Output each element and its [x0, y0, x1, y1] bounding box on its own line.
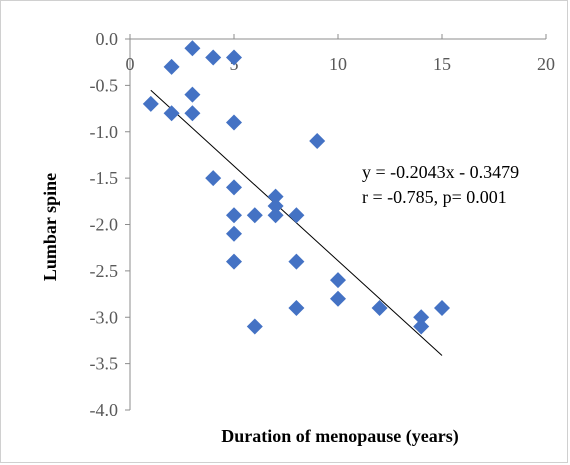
- x-tick-labels: 05101520: [126, 54, 556, 74]
- data-point: [288, 299, 305, 316]
- data-point: [205, 170, 222, 187]
- x-axis-title: Duration of menopause (years): [221, 426, 458, 447]
- data-point: [226, 179, 242, 196]
- data-point: [246, 207, 263, 224]
- data-point: [246, 318, 263, 335]
- data-point: [330, 272, 346, 289]
- data-point: [371, 299, 388, 316]
- data-point: [330, 290, 346, 307]
- data-point: [226, 49, 242, 66]
- y-tick-label: -3.5: [90, 354, 119, 374]
- data-point: [434, 299, 450, 316]
- y-tick-label: -2.0: [90, 215, 119, 235]
- data-point: [184, 86, 201, 103]
- data-point: [226, 114, 242, 131]
- data-point: [267, 188, 284, 205]
- y-tick-label: -0.5: [90, 75, 119, 95]
- y-tick-label: -3.0: [90, 307, 119, 327]
- y-tick-labels: 0.0 -0.5 -1.0 -1.5 -2.0 -2.5 -3.0 -3.5 -4.0: [90, 29, 119, 420]
- x-tick-label: 15: [433, 54, 451, 74]
- data-point: [288, 253, 305, 270]
- y-ticks: [125, 38, 130, 411]
- data-points: [142, 40, 450, 335]
- y-tick-label: 0.0: [96, 29, 119, 49]
- data-point: [267, 207, 284, 224]
- data-point: [142, 95, 159, 112]
- data-point: [267, 197, 284, 214]
- x-tick-label: 20: [537, 54, 555, 74]
- data-point: [184, 40, 201, 57]
- data-point: [226, 207, 242, 224]
- y-tick-label: -1.0: [90, 122, 119, 142]
- y-axis-title: Lumbar spine: [40, 173, 60, 281]
- data-point: [226, 225, 242, 242]
- y-tick-label: -1.5: [90, 168, 119, 188]
- x-tick-label: 10: [329, 54, 347, 74]
- data-point: [309, 133, 326, 150]
- data-point: [288, 207, 305, 224]
- data-point: [205, 49, 222, 66]
- data-point: [163, 58, 180, 75]
- x-ticks: [129, 34, 547, 39]
- regression-equation: y = -0.2043x - 0.3479: [362, 162, 519, 182]
- data-point: [413, 309, 430, 326]
- data-point: [184, 105, 201, 122]
- x-tick-label: 0: [126, 54, 135, 74]
- correlation-annotation: r = -0.785, p= 0.001: [362, 187, 507, 207]
- data-point: [226, 253, 242, 270]
- y-tick-label: -4.0: [90, 400, 119, 420]
- data-point: [163, 105, 180, 122]
- data-point: [413, 318, 430, 335]
- y-tick-label: -2.5: [90, 261, 119, 281]
